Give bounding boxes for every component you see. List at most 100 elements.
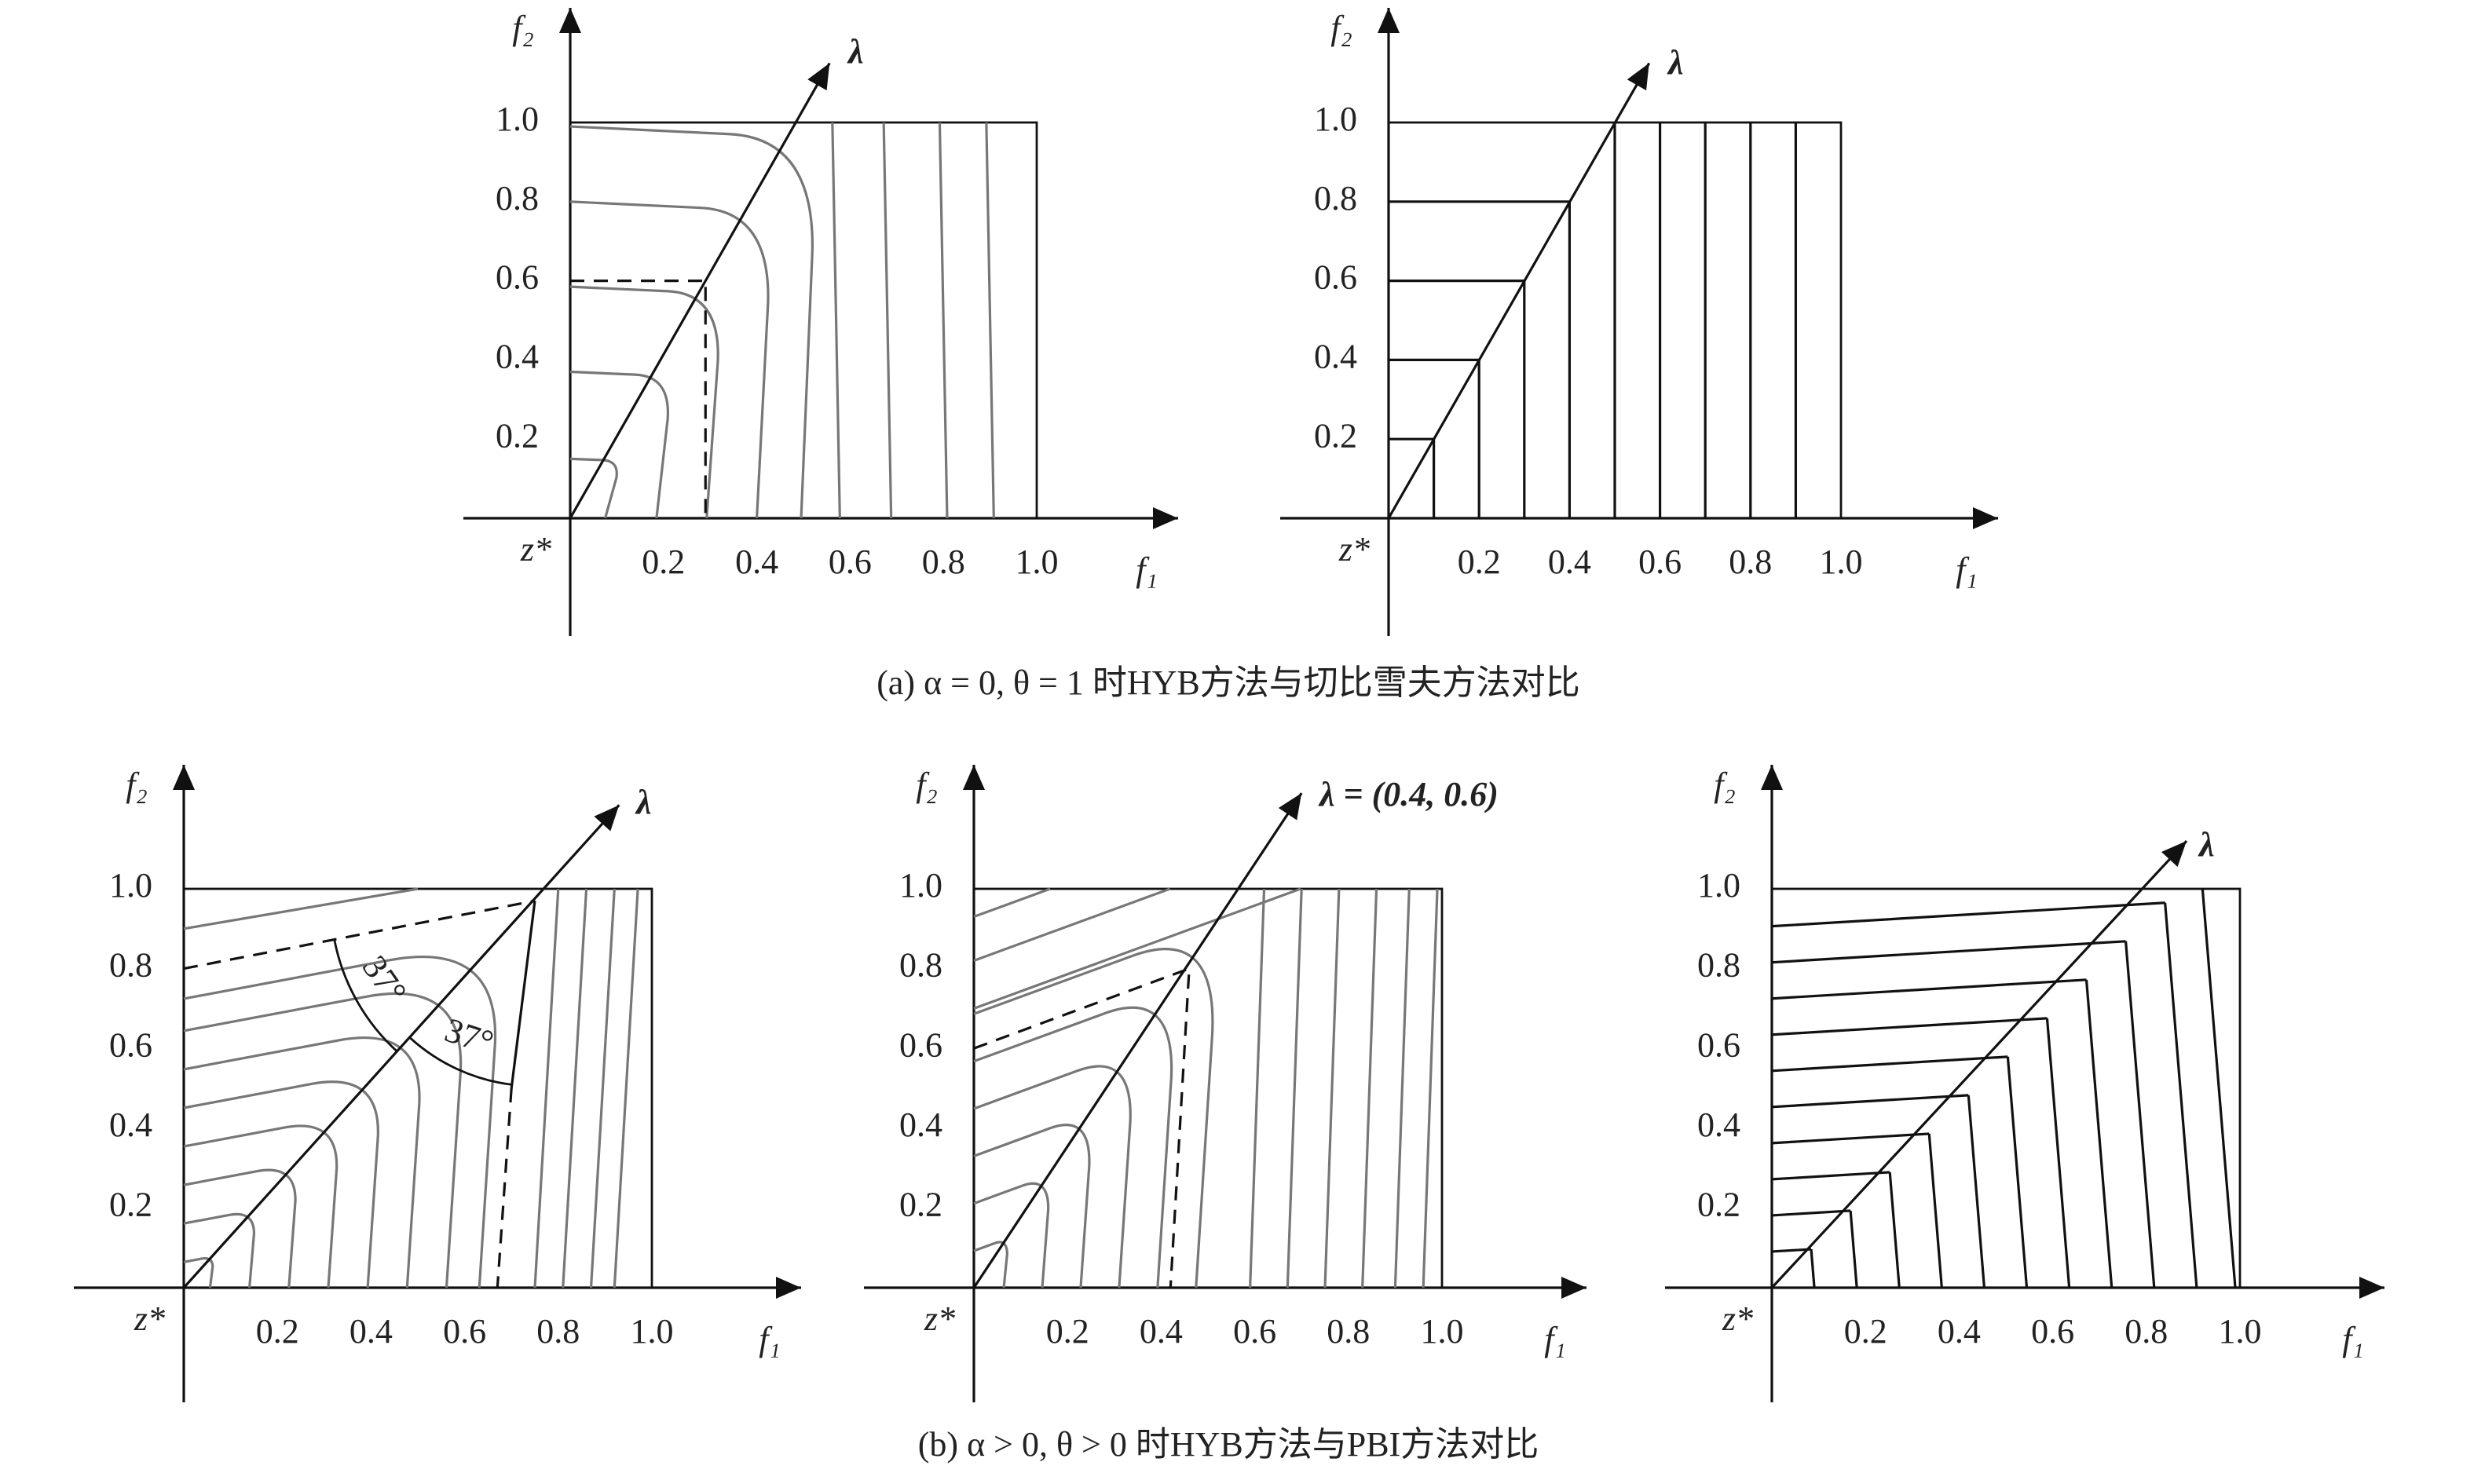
arrow-head [776,1277,801,1299]
x-tick-label: 0.8 [1327,1312,1370,1351]
y-tick-label: 0.4 [496,337,539,375]
arrow-head [1561,1277,1587,1299]
contour [562,888,588,1288]
contour [2084,979,2114,1288]
contour [1771,1209,1851,1217]
contour [1249,888,1266,1288]
y-tick-label: 0.8 [496,179,539,217]
angle-arc [333,939,399,1053]
x-tick-label: 0.6 [1233,1312,1276,1351]
y-tick-label: 0.2 [1697,1185,1740,1223]
y-axis-label: f₂ [126,766,148,804]
x-tick-label: 1.0 [631,1312,674,1351]
contour [1849,1210,1858,1288]
arrow-head [1278,793,1302,821]
x-axis-label: f₁ [1544,1320,1566,1358]
x-axis-label: f₁ [1956,550,1978,589]
direction-line [182,804,620,1289]
arrow-head [1378,8,1400,33]
y-tick-label: 1.0 [109,866,152,905]
contour [2124,941,2156,1288]
y-tick-label: 0.6 [109,1025,152,1064]
x-tick-label: 1.0 [1016,543,1059,581]
contour [1771,940,2126,964]
x-tick-label: 0.4 [735,543,778,581]
direction-label: λ [635,783,652,821]
origin-label: z* [520,530,551,568]
contour [613,888,639,1288]
contour [1286,888,1303,1288]
direction-line [1770,839,2188,1289]
contour [882,122,893,519]
x-tick-label: 0.8 [2124,1312,2168,1351]
y-tick-label: 0.6 [1314,258,1357,297]
arrow-head [173,765,195,790]
y-axis-label: f₂ [916,766,938,804]
contour [2045,1018,2071,1288]
x-tick-label: 0.6 [2031,1312,2074,1351]
arrow-head [963,765,985,790]
boundary-line [183,899,536,970]
y-tick-label: 0.8 [109,946,152,985]
y-tick-label: 1.0 [899,866,942,905]
x-tick-label: 0.8 [922,543,965,581]
x-tick-label: 0.8 [1729,543,1772,581]
x-tick-label: 0.2 [1046,1312,1089,1351]
x-tick-label: 0.6 [1638,543,1682,581]
x-tick-label: 0.2 [256,1312,299,1351]
boundary-line [510,901,536,1089]
y-tick-label: 0.4 [1314,337,1357,375]
contour [1771,1094,1969,1109]
contour [973,1124,1091,1288]
origin-label: z* [134,1299,165,1338]
contour [2201,888,2237,1288]
x-tick-label: 0.2 [642,543,685,581]
y-tick-label: 0.6 [899,1025,942,1064]
boundary-line [496,1087,513,1288]
y-tick-label: 0.8 [1314,179,1357,217]
angle-label: 37° [440,1011,498,1062]
contour [1771,1055,2008,1073]
x-axis-label: f₁ [1136,550,1158,589]
contour [938,122,949,519]
arrow-head [594,805,620,832]
x-tick-label: 0.2 [1458,543,1501,581]
x-tick-label: 0.4 [1140,1312,1183,1351]
contour [533,888,560,1288]
x-tick-label: 0.4 [350,1312,393,1351]
contour [1927,1133,1943,1288]
y-tick-label: 0.2 [109,1185,152,1223]
contour [1771,1017,2048,1036]
x-tick-label: 0.6 [829,543,872,581]
y-tick-label: 0.6 [496,258,539,297]
contour [569,200,770,519]
x-tick-label: 1.0 [2219,1312,2262,1351]
origin-label: z* [1338,530,1370,568]
direction-label: λ [847,32,864,71]
contour [589,888,616,1288]
direction-line [972,792,1303,1288]
contour [973,1006,1173,1288]
bounding-box [569,121,1038,520]
y-tick-label: 0.2 [899,1185,942,1223]
y-tick-label: 0.4 [109,1106,152,1144]
y-tick-label: 0.6 [1697,1025,1740,1064]
y-tick-label: 1.0 [496,100,539,138]
y-axis-label: f₂ [1714,766,1736,804]
x-tick-label: 0.4 [1938,1312,1981,1351]
contour [831,122,841,519]
direction-line [569,62,831,519]
origin-label: z* [1722,1299,1753,1338]
y-tick-label: 1.0 [1314,100,1357,138]
contour [1771,1171,1890,1181]
x-tick-label: 0.8 [536,1312,580,1351]
contour [973,887,1301,1010]
arrow-head [1761,765,1783,790]
contour [973,1065,1132,1288]
contour [1810,1248,1816,1288]
origin-label: z* [924,1299,955,1338]
y-axis-label: f₂ [1330,9,1352,47]
x-tick-label: 0.4 [1548,543,1591,581]
